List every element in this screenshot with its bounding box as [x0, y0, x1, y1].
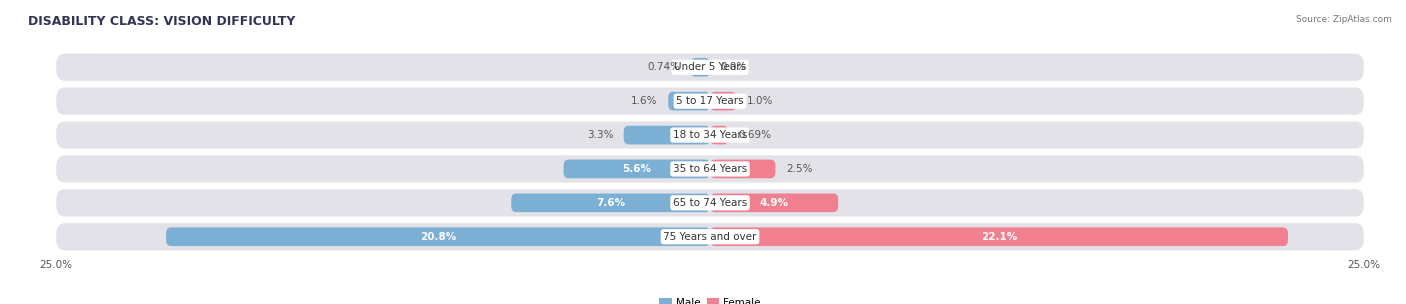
FancyBboxPatch shape [56, 88, 1364, 115]
Text: 0.74%: 0.74% [647, 62, 681, 72]
FancyBboxPatch shape [668, 92, 710, 110]
FancyBboxPatch shape [564, 160, 710, 178]
Text: 1.0%: 1.0% [747, 96, 773, 106]
Text: Under 5 Years: Under 5 Years [673, 62, 747, 72]
Text: 0.69%: 0.69% [738, 130, 772, 140]
Text: Source: ZipAtlas.com: Source: ZipAtlas.com [1296, 15, 1392, 24]
Text: 7.6%: 7.6% [596, 198, 626, 208]
Text: 5.6%: 5.6% [623, 164, 651, 174]
Text: 5 to 17 Years: 5 to 17 Years [676, 96, 744, 106]
FancyBboxPatch shape [56, 189, 1364, 216]
Text: 3.3%: 3.3% [586, 130, 613, 140]
Legend: Male, Female: Male, Female [655, 294, 765, 304]
FancyBboxPatch shape [56, 54, 1364, 81]
Text: 18 to 34 Years: 18 to 34 Years [673, 130, 747, 140]
Text: 75 Years and over: 75 Years and over [664, 232, 756, 242]
FancyBboxPatch shape [710, 126, 728, 144]
Text: 1.6%: 1.6% [631, 96, 658, 106]
Text: 35 to 64 Years: 35 to 64 Years [673, 164, 747, 174]
Text: 65 to 74 Years: 65 to 74 Years [673, 198, 747, 208]
Text: 4.9%: 4.9% [759, 198, 789, 208]
FancyBboxPatch shape [56, 223, 1364, 250]
FancyBboxPatch shape [56, 122, 1364, 149]
FancyBboxPatch shape [710, 194, 838, 212]
Text: 0.0%: 0.0% [720, 62, 747, 72]
FancyBboxPatch shape [512, 194, 710, 212]
Text: 2.5%: 2.5% [786, 164, 813, 174]
Text: 22.1%: 22.1% [981, 232, 1017, 242]
FancyBboxPatch shape [710, 92, 737, 110]
FancyBboxPatch shape [710, 160, 776, 178]
FancyBboxPatch shape [56, 155, 1364, 182]
Text: DISABILITY CLASS: VISION DIFFICULTY: DISABILITY CLASS: VISION DIFFICULTY [28, 15, 295, 28]
FancyBboxPatch shape [624, 126, 710, 144]
FancyBboxPatch shape [166, 227, 710, 246]
FancyBboxPatch shape [710, 227, 1288, 246]
Text: 20.8%: 20.8% [420, 232, 456, 242]
FancyBboxPatch shape [690, 58, 710, 77]
